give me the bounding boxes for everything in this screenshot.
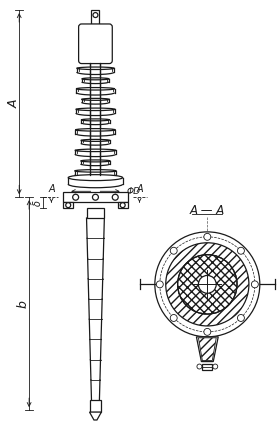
Ellipse shape <box>77 67 114 70</box>
Text: A — A: A — A <box>190 204 225 216</box>
Circle shape <box>213 364 218 369</box>
Text: A: A <box>8 99 21 108</box>
Circle shape <box>170 247 177 254</box>
Bar <box>90 400 101 412</box>
Circle shape <box>155 232 260 337</box>
Circle shape <box>92 194 98 200</box>
Bar <box>202 363 212 370</box>
Bar <box>87 208 104 218</box>
Ellipse shape <box>81 160 110 162</box>
Circle shape <box>204 328 211 335</box>
Ellipse shape <box>81 119 109 121</box>
Polygon shape <box>90 412 101 420</box>
Text: b: b <box>17 300 30 308</box>
FancyBboxPatch shape <box>79 24 112 63</box>
Ellipse shape <box>68 175 123 180</box>
Text: A: A <box>48 184 55 194</box>
Polygon shape <box>197 337 218 362</box>
Circle shape <box>73 194 79 200</box>
Circle shape <box>237 247 244 254</box>
Ellipse shape <box>81 99 109 100</box>
Ellipse shape <box>76 88 115 90</box>
Text: ΦD: ΦD <box>127 187 141 196</box>
Circle shape <box>170 315 177 322</box>
Ellipse shape <box>76 108 115 110</box>
Ellipse shape <box>76 128 115 131</box>
Bar <box>92 10 99 24</box>
Circle shape <box>112 194 118 200</box>
Ellipse shape <box>75 149 116 152</box>
Ellipse shape <box>81 139 110 141</box>
Circle shape <box>66 203 71 208</box>
Circle shape <box>237 315 244 322</box>
Ellipse shape <box>82 78 109 80</box>
Bar <box>63 202 73 208</box>
Ellipse shape <box>75 170 116 172</box>
Circle shape <box>251 281 258 288</box>
Circle shape <box>156 281 163 288</box>
Circle shape <box>199 275 216 293</box>
Text: A: A <box>136 184 143 194</box>
Bar <box>63 192 128 202</box>
Text: δ: δ <box>33 200 43 205</box>
Bar <box>118 202 128 208</box>
Circle shape <box>120 203 125 208</box>
Circle shape <box>93 13 98 18</box>
Circle shape <box>197 364 202 369</box>
Circle shape <box>204 233 211 240</box>
Circle shape <box>178 255 237 314</box>
